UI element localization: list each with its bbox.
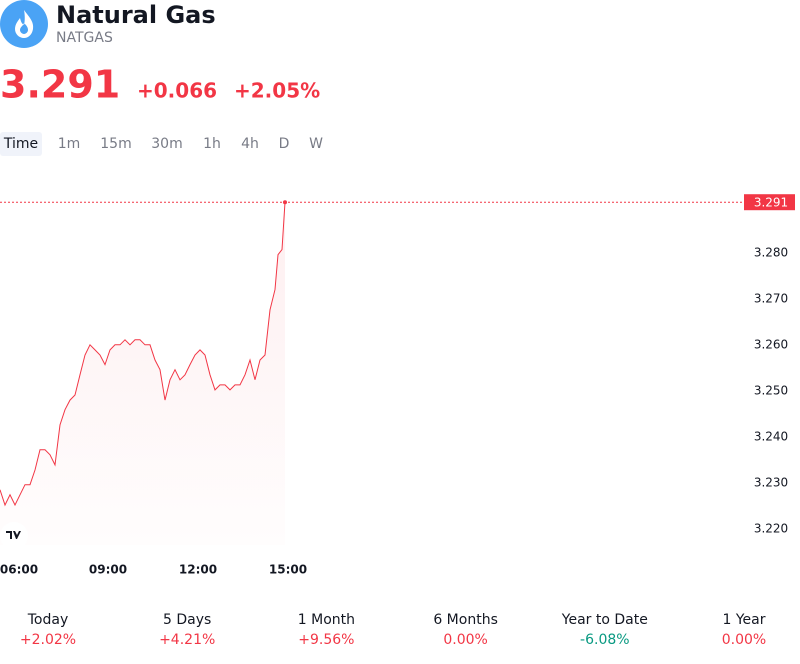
timeframe-active-bg bbox=[0, 132, 42, 156]
period-label[interactable]: 1 Year bbox=[723, 612, 766, 628]
change-pct: +2.05% bbox=[234, 79, 320, 103]
period-value: -6.08% bbox=[580, 632, 630, 648]
y-tick-label: 3.240 bbox=[754, 429, 788, 443]
x-tick-label: 12:00 bbox=[179, 563, 217, 577]
logo-bg bbox=[0, 522, 28, 550]
period-label[interactable]: 1 Month bbox=[298, 612, 355, 628]
y-tick-label: 3.250 bbox=[754, 383, 788, 397]
y-tick-label: 3.280 bbox=[754, 245, 788, 259]
timeframe[interactable]: D bbox=[279, 136, 290, 152]
x-tick-label: 06:00 bbox=[0, 563, 38, 577]
period-label[interactable]: 5 Days bbox=[163, 612, 211, 628]
price-line bbox=[0, 202, 286, 507]
y-tick-label: 3.270 bbox=[754, 291, 788, 305]
symbol: NATGAS bbox=[56, 30, 113, 46]
logo bbox=[6, 531, 21, 539]
x-tick-label: 09:00 bbox=[89, 563, 127, 577]
change: +0.066 bbox=[137, 79, 217, 103]
period-value: 0.00% bbox=[722, 632, 766, 648]
period-label[interactable]: 6 Months bbox=[433, 612, 498, 628]
last-price-label: 3.291 bbox=[754, 196, 788, 210]
period-value: 0.00% bbox=[443, 632, 487, 648]
timeframe[interactable]: W bbox=[309, 136, 323, 152]
period-value: +9.56% bbox=[298, 632, 354, 648]
timeframe[interactable]: 1h bbox=[203, 136, 221, 152]
price: 3.291 bbox=[0, 63, 120, 107]
last-price-badge bbox=[744, 194, 795, 211]
flame bbox=[15, 10, 34, 38]
timeframe[interactable]: Time bbox=[3, 136, 38, 152]
y-tick-label: 3.230 bbox=[754, 475, 788, 489]
period-label[interactable]: Year to Date bbox=[561, 612, 648, 628]
timeframe[interactable]: 4h bbox=[241, 136, 259, 152]
area bbox=[0, 202, 285, 545]
y-tick-label: 3.260 bbox=[754, 337, 788, 351]
y-tick-label: 3.220 bbox=[754, 521, 788, 535]
timeframe[interactable]: 15m bbox=[100, 136, 131, 152]
timeframe[interactable]: 1m bbox=[58, 136, 81, 152]
period-value: +4.21% bbox=[159, 632, 215, 648]
last-point bbox=[283, 200, 287, 205]
title: Natural Gas bbox=[56, 1, 216, 29]
period-label[interactable]: Today bbox=[27, 612, 69, 628]
timeframe[interactable]: 30m bbox=[151, 136, 182, 152]
x-tick-label: 15:00 bbox=[269, 563, 307, 577]
period-value: +2.02% bbox=[20, 632, 76, 648]
